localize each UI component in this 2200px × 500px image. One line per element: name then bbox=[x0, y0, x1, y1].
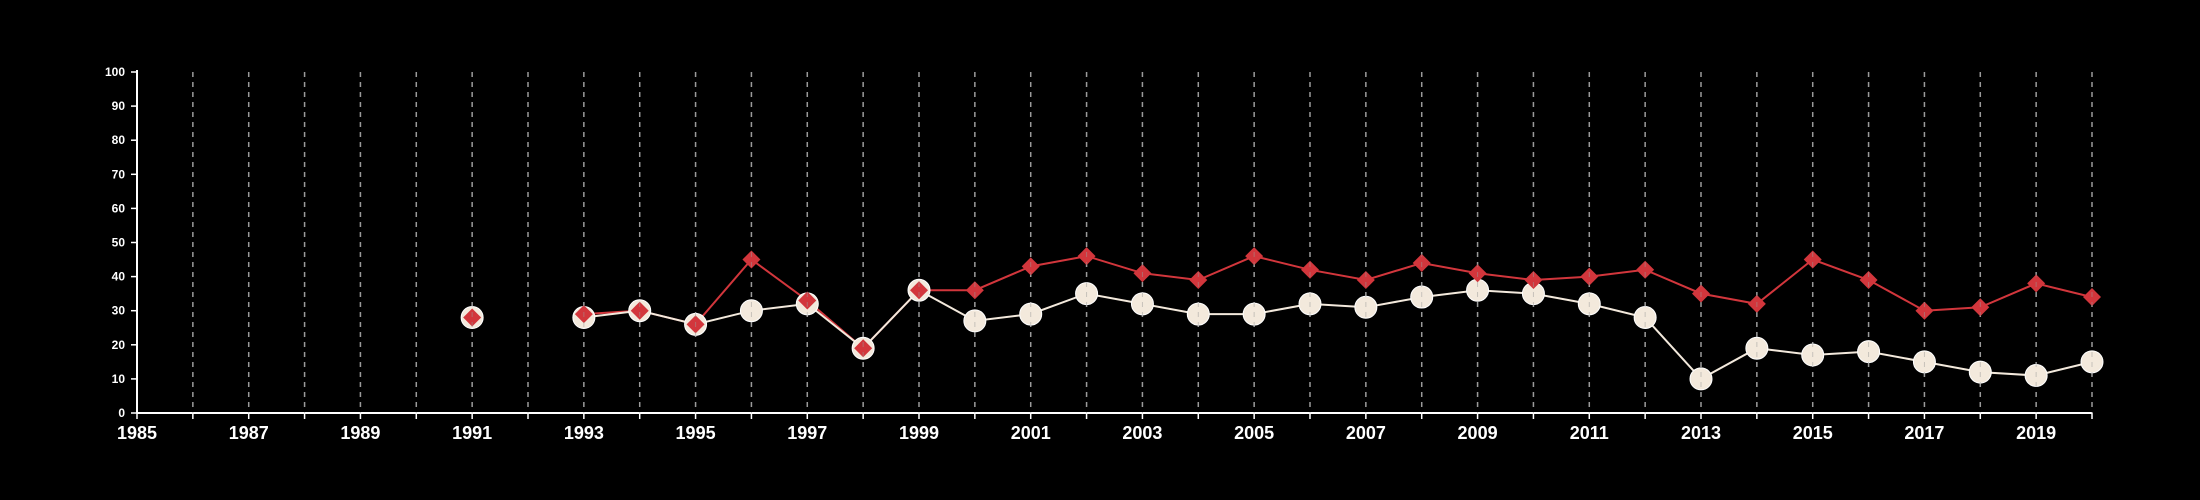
point-red-1991 bbox=[463, 308, 482, 327]
x-tick-label-2001: 2001 bbox=[1011, 423, 1051, 443]
point-red-1999 bbox=[910, 281, 928, 300]
point-red-1994 bbox=[630, 301, 649, 320]
grid-overlay bbox=[192, 72, 2093, 413]
series-layer bbox=[192, 72, 2104, 413]
x-tick-label-2011: 2011 bbox=[1570, 423, 1609, 443]
x-tick-label-2003: 2003 bbox=[1122, 423, 1162, 443]
point-white-1996 bbox=[739, 299, 763, 323]
x-tick-label-2005: 2005 bbox=[1234, 423, 1274, 443]
x-tick-label-2017: 2017 bbox=[1904, 423, 1944, 443]
x-tick-label-2013: 2013 bbox=[1681, 423, 1721, 443]
series-1 bbox=[583, 288, 2093, 381]
point-red-2018 bbox=[1971, 298, 1990, 317]
point-red-2007 bbox=[1356, 271, 1375, 290]
series-0-line-1 bbox=[583, 255, 2093, 350]
x-tick-label-2019: 2019 bbox=[2016, 423, 2056, 443]
point-red-2020 bbox=[2083, 288, 2101, 307]
point-red-1997 bbox=[798, 291, 817, 310]
y-tick-label-90: 90 bbox=[112, 99, 126, 113]
x-tick-label-2015: 2015 bbox=[1793, 423, 1833, 443]
point-white-2000 bbox=[963, 309, 987, 333]
y-tick-label-50: 50 bbox=[112, 236, 126, 250]
point-red-2000 bbox=[965, 281, 984, 300]
x-tick-label-2009: 2009 bbox=[1458, 423, 1498, 443]
x-tick-label-2007: 2007 bbox=[1346, 423, 1386, 443]
y-tick-label-30: 30 bbox=[112, 304, 126, 318]
point-red-2004 bbox=[1189, 271, 1208, 290]
x-tick-label-1997: 1997 bbox=[787, 423, 827, 443]
y-axis-ticks: 0 10 20 30 40 50 60 70 80 90 100 bbox=[105, 65, 137, 420]
y-tick-label-40: 40 bbox=[112, 270, 126, 284]
y-tick-label-10: 10 bbox=[112, 372, 126, 386]
y-tick-label-20: 20 bbox=[112, 338, 126, 352]
x-tick-label-1991: 1991 bbox=[452, 423, 492, 443]
x-tick-label-1987: 1987 bbox=[229, 423, 269, 443]
point-red-2017 bbox=[1915, 301, 1934, 320]
point-white-2014 bbox=[1745, 336, 1769, 360]
point-white-2013 bbox=[1689, 367, 1713, 391]
point-red-2015 bbox=[1803, 250, 1822, 269]
x-tick-label-1993: 1993 bbox=[564, 423, 604, 443]
y-tick-label-70: 70 bbox=[112, 167, 126, 181]
x-axis-ticks: 1985 1987 1989 1991 1993 1995 1997 1999 2001 2003… bbox=[117, 413, 2093, 443]
y-tick-label-80: 80 bbox=[112, 133, 126, 147]
series-1-line-1 bbox=[583, 288, 2093, 381]
x-tick-label-1989: 1989 bbox=[340, 423, 380, 443]
point-red-2010 bbox=[1524, 271, 1543, 290]
y-tick-label-100: 100 bbox=[105, 65, 125, 79]
series-0 bbox=[583, 255, 2093, 350]
point-red-2006 bbox=[1301, 260, 1319, 279]
point-red-1996 bbox=[742, 250, 761, 269]
y-tick-label-60: 60 bbox=[112, 201, 126, 215]
x-tick-label-1985: 1985 bbox=[117, 423, 157, 443]
axes bbox=[136, 70, 2092, 414]
x-tick-label-1995: 1995 bbox=[676, 423, 716, 443]
x-tick-label-1999: 1999 bbox=[899, 423, 939, 443]
point-red-1998 bbox=[854, 339, 873, 358]
y-tick-label-0: 0 bbox=[118, 406, 125, 420]
point-red-2016 bbox=[1859, 271, 1878, 290]
point-red-2012 bbox=[1636, 260, 1655, 279]
